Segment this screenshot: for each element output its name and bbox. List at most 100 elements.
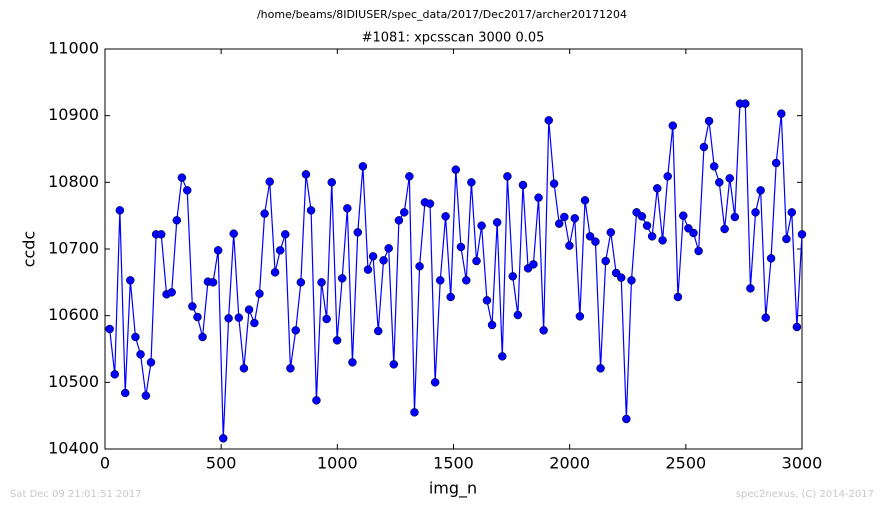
marker [156, 230, 166, 239]
marker [746, 284, 755, 293]
marker [291, 326, 300, 335]
marker [787, 208, 797, 217]
marker [585, 232, 595, 241]
marker [301, 170, 311, 179]
marker [606, 228, 616, 237]
marker [730, 212, 740, 222]
y-tick-label: 10600 [48, 305, 99, 324]
marker [343, 204, 352, 213]
marker [219, 434, 228, 443]
marker [715, 178, 724, 187]
marker [446, 292, 455, 302]
marker [751, 208, 760, 217]
x-tick-label: 0 [100, 454, 110, 473]
marker [368, 252, 378, 261]
chart-title: #1081: xpcsscan 3000 0.05 [362, 31, 545, 46]
marker [327, 178, 337, 187]
marker [741, 99, 750, 108]
marker [363, 265, 373, 274]
marker [498, 352, 507, 361]
marker [503, 172, 512, 181]
marker [415, 262, 424, 271]
marker [286, 364, 295, 373]
marker [653, 184, 662, 193]
marker [782, 234, 791, 244]
footer-timestamp: Sat Dec 09 21:01:51 2017 [10, 489, 142, 500]
x-tick-label: 1000 [317, 454, 358, 473]
marker [270, 268, 280, 277]
marker [115, 206, 125, 215]
marker [792, 322, 802, 332]
marker [601, 256, 610, 266]
marker [482, 296, 492, 305]
x-axis-label: img_n [429, 479, 477, 499]
x-tick-label: 500 [206, 454, 237, 473]
marker [642, 221, 652, 230]
marker [410, 408, 419, 417]
marker [554, 219, 564, 228]
marker [477, 221, 486, 230]
y-tick-label: 10900 [48, 105, 99, 124]
marker [250, 318, 259, 328]
marker [384, 244, 393, 253]
marker [570, 214, 580, 223]
marker [441, 212, 450, 221]
marker [616, 273, 626, 282]
marker [456, 242, 466, 252]
marker [591, 237, 600, 246]
marker [761, 313, 771, 322]
marker [518, 180, 528, 190]
marker [136, 350, 145, 359]
marker [663, 172, 672, 181]
marker [275, 246, 285, 255]
marker [172, 216, 182, 225]
marker [539, 326, 548, 335]
marker [467, 178, 476, 187]
marker [534, 193, 543, 202]
marker [317, 278, 326, 287]
marker [224, 314, 233, 323]
marker [487, 320, 497, 330]
marker [580, 196, 590, 205]
marker [296, 278, 306, 287]
marker [126, 276, 135, 285]
marker [141, 391, 151, 400]
marker [188, 302, 197, 311]
marker [647, 232, 657, 241]
marker [208, 278, 218, 287]
marker [322, 314, 331, 324]
marker [513, 310, 523, 320]
marker [622, 414, 631, 424]
marker [451, 165, 461, 174]
marker [462, 276, 471, 285]
y-tick-label: 11000 [48, 39, 99, 58]
marker [239, 364, 249, 373]
marker [353, 228, 363, 237]
marker [358, 162, 368, 171]
marker [399, 208, 409, 217]
marker [348, 358, 357, 367]
y-tick-label: 10500 [48, 372, 99, 391]
marker [596, 364, 605, 373]
marker [193, 312, 202, 322]
marker [492, 218, 502, 227]
marker [766, 254, 776, 263]
marker [265, 177, 274, 186]
marker [575, 312, 585, 321]
marker [679, 211, 688, 220]
marker [549, 179, 559, 188]
marker [560, 212, 569, 222]
marker [430, 378, 440, 387]
x-tick-label: 2000 [549, 454, 590, 473]
marker [281, 230, 290, 239]
marker [699, 142, 709, 152]
suptitle: /home/beams/8IDIUSER/spec_data/2017/Dec2… [257, 8, 627, 21]
y-tick-label: 10700 [48, 239, 99, 258]
marker [777, 109, 786, 118]
marker [689, 228, 698, 238]
x-tick-label: 3000 [782, 454, 823, 473]
marker [756, 186, 765, 195]
marker [229, 229, 238, 238]
marker [673, 292, 683, 302]
